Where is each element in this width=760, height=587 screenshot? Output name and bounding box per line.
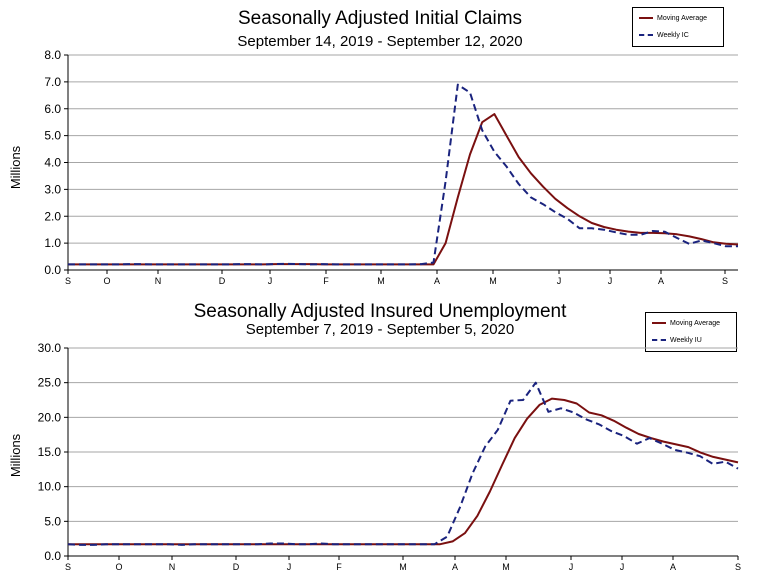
y-tick-label: 30.0 <box>38 341 62 355</box>
x-tick-label: A <box>658 276 664 286</box>
y-tick-label: 10.0 <box>38 480 62 494</box>
legend-dashed-line-icon <box>639 34 653 36</box>
legend-solid-line-icon <box>639 17 653 19</box>
x-tick-label: M <box>502 562 510 572</box>
x-tick-label: M <box>399 562 407 572</box>
y-tick-label: 0.0 <box>44 263 61 277</box>
legend-solid-line-icon <box>652 322 666 324</box>
x-tick-label: N <box>155 276 162 286</box>
y-tick-label: 20.0 <box>38 410 62 424</box>
y-tick-label: 1.0 <box>44 236 61 250</box>
legend-label: Weekly IU <box>670 336 702 344</box>
y-tick-label: 2.0 <box>44 209 61 223</box>
x-tick-label: O <box>103 276 110 286</box>
chart-subtitle: September 14, 2019 - September 12, 2020 <box>237 33 523 50</box>
y-tick-label: 5.0 <box>44 514 61 528</box>
chart-title: Seasonally Adjusted Insured Unemployment <box>193 301 567 322</box>
x-tick-label: J <box>268 276 273 286</box>
y-tick-label: 4.0 <box>44 156 61 170</box>
initial-claims-chart: Seasonally Adjusted Initial Claims Septe… <box>0 0 760 290</box>
x-tick-label: A <box>670 562 676 572</box>
legend-item-weekly: Weekly IC <box>639 30 689 40</box>
x-tick-label: O <box>115 562 122 572</box>
y-tick-label: 0.0 <box>44 549 61 563</box>
legend-dashed-line-icon <box>652 339 666 341</box>
y-tick-label: 8.0 <box>44 48 61 62</box>
x-tick-label: J <box>557 276 562 286</box>
legend-label: Weekly IC <box>657 31 689 39</box>
y-axis-label: Millions <box>8 145 24 190</box>
y-tick-label: 15.0 <box>38 445 62 459</box>
x-tick-label: M <box>377 276 385 286</box>
x-tick-label: S <box>65 276 71 286</box>
legend-item-weekly: Weekly IU <box>652 335 702 345</box>
x-tick-label: A <box>434 276 440 286</box>
series-line-moving-average <box>68 397 739 546</box>
y-tick-label: 6.0 <box>44 102 61 116</box>
x-tick-label: F <box>323 276 329 286</box>
x-tick-label: D <box>219 276 226 286</box>
y-tick-label: 25.0 <box>38 376 62 390</box>
x-tick-label: S <box>735 562 741 572</box>
x-tick-label: J <box>620 562 625 572</box>
chart-subtitle: September 7, 2019 - September 5, 2020 <box>245 321 515 338</box>
legend-item-moving-average: Moving Average <box>639 13 707 23</box>
x-tick-label: M <box>489 276 497 286</box>
x-tick-label: J <box>569 562 574 572</box>
y-tick-label: 5.0 <box>44 129 61 143</box>
insured-unemployment-chart: Seasonally Adjusted Insured Unemployment… <box>0 296 760 587</box>
x-tick-label: S <box>722 276 728 286</box>
x-tick-label: F <box>336 562 342 572</box>
x-tick-label: J <box>287 562 292 572</box>
chart-title: Seasonally Adjusted Initial Claims <box>237 8 523 29</box>
initial-claims-plot: 0.0 1.0 2.0 3.0 4.0 5.0 6.0 7.0 8.0 S O N D J F M A M J J A S <box>44 48 739 286</box>
y-tick-label: 3.0 <box>44 182 61 196</box>
legend-label: Moving Average <box>670 319 721 327</box>
chart-legend: Moving Average Weekly IC <box>632 7 724 47</box>
x-tick-label: J <box>608 276 613 286</box>
series-line-weekly-ic <box>68 83 738 266</box>
series-line-weekly-iu <box>67 381 739 546</box>
x-tick-label: N <box>169 562 176 572</box>
y-axis-label: Millions <box>8 433 24 478</box>
legend-label: Moving Average <box>657 14 708 22</box>
x-tick-label: S <box>65 562 71 572</box>
chart-legend: Moving Average Weekly IU <box>645 312 737 352</box>
x-tick-label: D <box>233 562 240 572</box>
y-tick-label: 7.0 <box>44 75 61 89</box>
x-tick-label: A <box>452 562 458 572</box>
legend-item-moving-average: Moving Average <box>652 318 720 328</box>
